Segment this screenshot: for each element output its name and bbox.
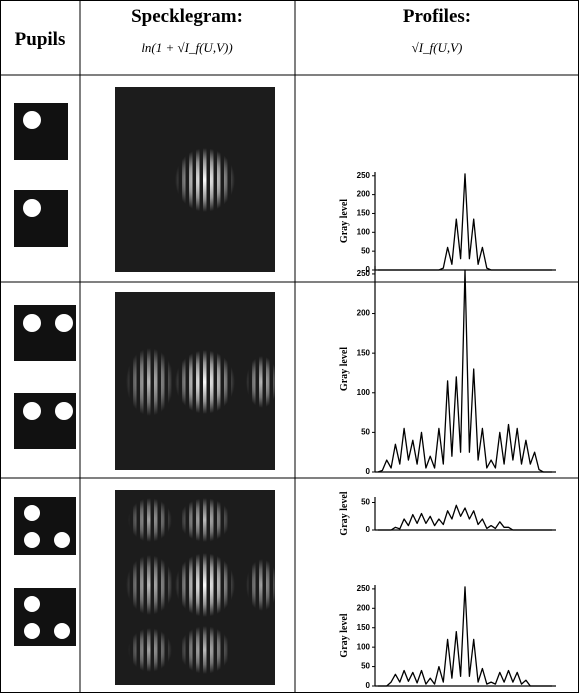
pupil-images — [14, 103, 76, 646]
y-axis-label: Gray level — [339, 613, 350, 657]
header-pupils: Pupils — [15, 29, 66, 50]
y-tick-label: 150 — [357, 623, 371, 632]
profile-line — [377, 269, 552, 473]
profile-line — [378, 173, 552, 271]
y-tick-label: 50 — [361, 498, 370, 507]
y-tick-label: 50 — [361, 246, 370, 255]
y-tick-label: 200 — [357, 603, 371, 612]
y-tick-label: 250 — [357, 269, 371, 278]
y-tick-label: 0 — [366, 681, 371, 690]
y-tick-label: 100 — [357, 227, 371, 236]
y-tick-label: 200 — [357, 309, 371, 318]
y-tick-label: 0 — [366, 525, 371, 534]
header-profiles: Profiles: — [403, 6, 471, 27]
y-tick-label: 150 — [357, 348, 371, 357]
y-tick-label: 50 — [361, 427, 370, 436]
y-tick-label: 0 — [366, 265, 371, 274]
y-tick-label: 250 — [357, 171, 371, 180]
y-tick-label: 100 — [357, 642, 371, 651]
y-tick-label: 150 — [357, 209, 371, 218]
y-tick-label: 200 — [357, 190, 371, 199]
y-axis-label: Gray level — [339, 347, 350, 391]
y-tick-label: 250 — [357, 584, 371, 593]
header-specklegram: Specklegram: — [131, 6, 243, 27]
profile-line — [378, 504, 552, 531]
y-axis-label: Gray level — [339, 491, 350, 535]
y-tick-label: 100 — [357, 388, 371, 397]
specklegram-formula: ln(1 + √I_f(U,V)) — [141, 40, 232, 55]
y-axis-label: Gray level — [339, 199, 350, 243]
profile-line — [378, 586, 552, 687]
y-tick-label: 0 — [366, 467, 371, 476]
profiles-formula: √I_f(U,V) — [412, 40, 463, 55]
y-tick-label: 50 — [361, 662, 370, 671]
specklegram-images — [115, 87, 278, 685]
